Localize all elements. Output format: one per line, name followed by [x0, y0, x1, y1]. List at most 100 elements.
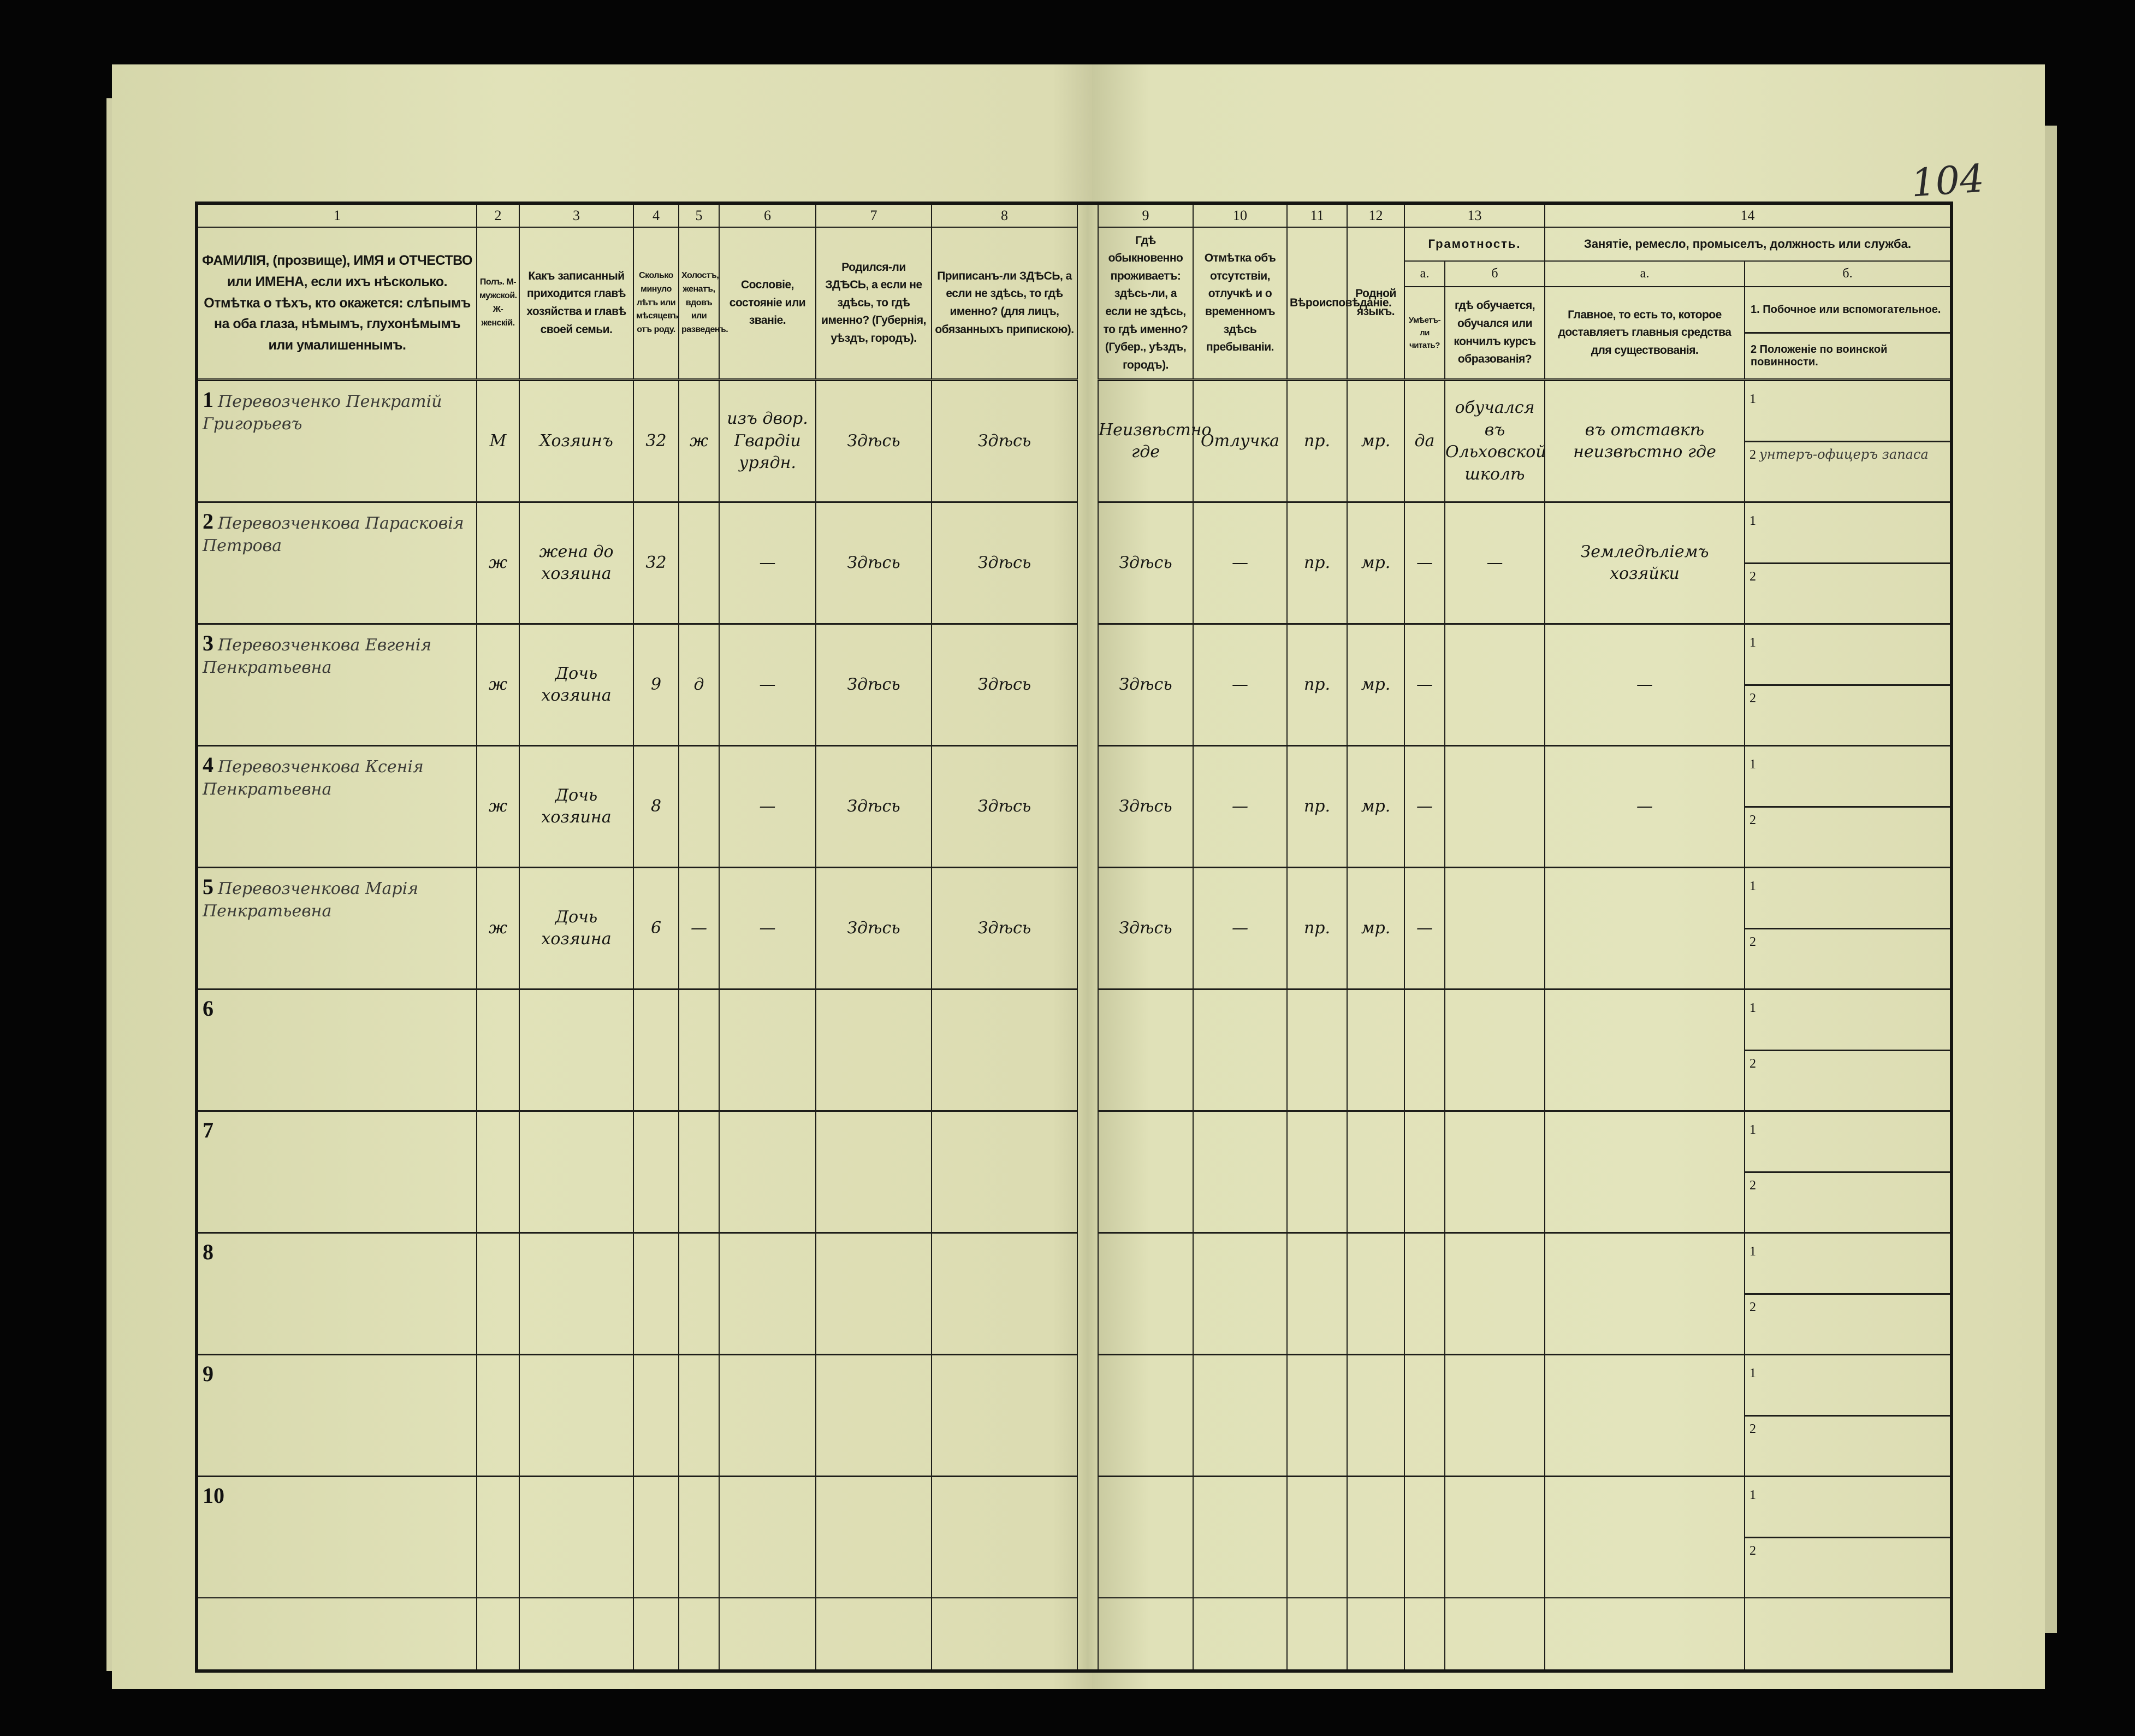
cell-language	[1347, 988, 1405, 1112]
cell-birthplace: Здѣсь	[815, 623, 932, 746]
cell-age	[633, 1110, 679, 1234]
cell-school	[1444, 1354, 1545, 1477]
col-number: 9	[1098, 203, 1194, 228]
cell-birthplace	[815, 1232, 932, 1355]
table-row: 1 Перевозченко Пенкратій Григорьевъ М Хозяи…	[196, 379, 1952, 503]
cell-literate	[1404, 1476, 1445, 1598]
cell-birthplace	[815, 1110, 932, 1234]
cell-name: 9	[196, 1354, 477, 1477]
cell-occupation-main: Земледѣліемъ хозяйки	[1544, 501, 1745, 625]
underlying-sheets-right	[2045, 126, 2057, 1633]
cell-marital	[678, 1110, 720, 1234]
subcell-2: 2	[1745, 562, 1950, 618]
cell-religion	[1286, 988, 1348, 1112]
cell-age: 9	[633, 623, 679, 746]
cell-absence	[1193, 1354, 1288, 1477]
cell-name: 6	[196, 988, 477, 1112]
cell-marital	[678, 988, 720, 1112]
header-row: ФАМИЛІЯ, (прозвище), ИМЯ и ОТЧЕСТВО или …	[196, 227, 1952, 381]
col-number: 6	[719, 203, 816, 228]
cell-residence: Здѣсь	[1098, 867, 1194, 990]
cell-relation: Хозяинъ	[519, 379, 634, 503]
col-number: 10	[1193, 203, 1288, 228]
cell-religion: пр.	[1286, 745, 1348, 868]
cell-relation	[519, 988, 634, 1112]
table-row: 2 Перевозченкова Парасковія Петрова ж жена …	[196, 501, 1952, 625]
cell-registered	[931, 988, 1078, 1112]
subcell-1: 1	[1745, 1239, 1950, 1293]
cell-marital: д	[678, 623, 720, 746]
cell-literate	[1404, 1232, 1445, 1355]
cell-residence: Здѣсь	[1098, 501, 1194, 625]
cell-language	[1347, 1354, 1405, 1477]
cell-sex: М	[476, 379, 520, 503]
cell-marital	[678, 1476, 720, 1598]
header-sub-row: Умѣетъ-ли читать? гдѣ обучается, обучалс…	[197, 286, 1952, 381]
col-number: 8	[931, 203, 1078, 228]
cell-age	[633, 1232, 679, 1355]
subcell-1: 1	[1745, 387, 1950, 441]
subcell-number: 2	[1749, 569, 1756, 584]
subcell-1: 1	[1745, 874, 1950, 928]
blank-cell	[815, 1597, 932, 1672]
cell-occupation-main	[1544, 867, 1745, 990]
cell-residence: Здѣсь	[1098, 623, 1194, 746]
subcell-number: 1	[1749, 1001, 1756, 1015]
cell-residence	[1098, 988, 1194, 1112]
blank-cell	[1098, 1597, 1194, 1672]
cell-sex	[476, 1232, 520, 1355]
cell-absence: —	[1193, 623, 1288, 746]
cell-occupation-main	[1544, 1476, 1745, 1598]
cell-estate	[719, 1110, 816, 1234]
subcell-number: 1	[1749, 1366, 1756, 1380]
cell-registered: Здѣсь	[931, 623, 1078, 746]
subcell-2: 2	[1745, 1171, 1950, 1227]
cell-sex	[476, 1110, 520, 1234]
cell-marital	[678, 1232, 720, 1355]
cell-absence: Отлучка	[1193, 379, 1288, 503]
col-number: 13	[1404, 203, 1545, 228]
cell-estate	[719, 1476, 816, 1598]
cell-estate	[719, 988, 816, 1112]
subcell-1: 1	[1745, 508, 1950, 562]
header-estate: Сословіе, состояніе или званіе.	[719, 227, 816, 381]
cell-sex	[476, 1354, 520, 1477]
cell-name: 10	[196, 1476, 477, 1598]
cell-religion	[1286, 1110, 1348, 1234]
cell-residence	[1098, 1476, 1194, 1598]
header-letter: б.	[1744, 260, 1952, 287]
subcell-number: 2	[1749, 1178, 1756, 1193]
col-number: 5	[678, 203, 720, 228]
cell-marital: ж	[678, 379, 720, 503]
cell-relation	[519, 1354, 634, 1477]
row-number: 5	[203, 874, 214, 899]
cell-birthplace	[815, 988, 932, 1112]
subcell-2: 2	[1745, 1414, 1950, 1471]
cell-sex: ж	[476, 501, 520, 625]
cell-sex	[476, 988, 520, 1112]
table-row: 4 Перевозченкова Ксенія Пенкратьевна ж Дочь…	[196, 745, 1952, 868]
blank-tail-row	[196, 1597, 1952, 1672]
blank-cell	[1544, 1597, 1745, 1672]
col-number: 12	[1347, 203, 1405, 228]
blank-cell	[678, 1597, 720, 1672]
cell-religion: пр.	[1286, 623, 1348, 746]
col-number: 7	[815, 203, 932, 228]
cell-registered	[931, 1476, 1078, 1598]
subcell-number: 1	[1749, 1488, 1756, 1502]
subcell-2: 2	[1745, 805, 1950, 862]
cell-literate: —	[1404, 745, 1445, 868]
subcell-1: 1	[1745, 1117, 1950, 1171]
cell-registered: Здѣсь	[931, 379, 1078, 503]
blank-cell	[519, 1597, 634, 1672]
cell-literate: —	[1404, 867, 1445, 990]
cell-absence: —	[1193, 501, 1288, 625]
cell-relation	[519, 1232, 634, 1355]
cell-religion	[1286, 1232, 1348, 1355]
cell-absence	[1193, 1232, 1288, 1355]
